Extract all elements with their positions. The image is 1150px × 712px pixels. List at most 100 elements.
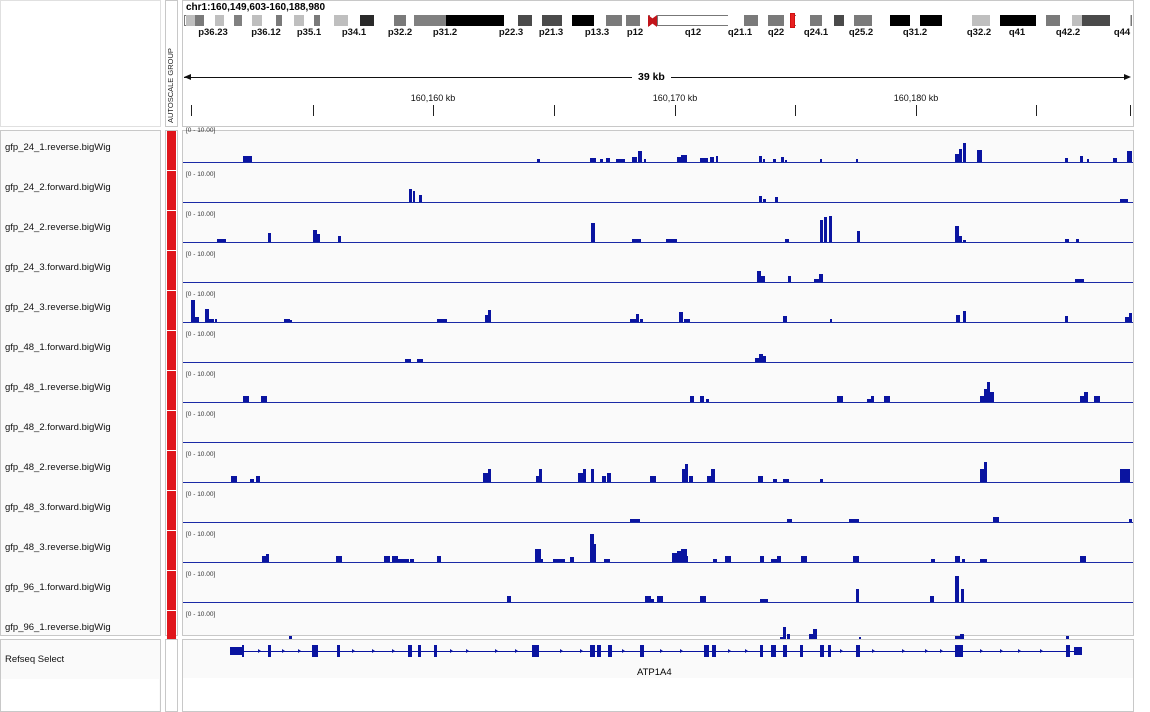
track-name-label[interactable]: gfp_48_2.reverse.bigWig bbox=[5, 462, 111, 473]
track-baseline bbox=[183, 322, 1133, 323]
autoscale-attribute-cell[interactable] bbox=[167, 211, 176, 250]
signal-track[interactable]: [0 - 10.00] bbox=[183, 250, 1133, 290]
track-name-label[interactable]: gfp_24_2.reverse.bigWig bbox=[5, 222, 111, 233]
signal-track[interactable]: [0 - 10.00] bbox=[183, 410, 1133, 450]
signal-bar bbox=[419, 195, 422, 202]
track-data-panel bbox=[182, 130, 1134, 636]
signal-bar bbox=[783, 627, 786, 642]
signal-bar bbox=[1080, 396, 1086, 402]
signal-bar bbox=[685, 464, 688, 482]
signal-track[interactable]: [0 - 10.00] bbox=[183, 330, 1133, 370]
signal-track[interactable]: [0 - 10.00] bbox=[183, 210, 1133, 250]
signal-bar bbox=[1120, 469, 1130, 482]
autoscale-attribute-cell[interactable] bbox=[167, 251, 176, 290]
signal-bar bbox=[535, 549, 541, 562]
strand-arrow-icon bbox=[258, 649, 261, 653]
cytoband-label: p35.1 bbox=[296, 27, 322, 38]
signal-bar bbox=[824, 217, 827, 242]
signal-bar bbox=[591, 223, 595, 242]
current-region-marker[interactable] bbox=[790, 13, 795, 28]
signal-track[interactable]: [0 - 10.00] bbox=[183, 127, 1133, 170]
chromosome-ideogram[interactable]: p36.23 p36.12 p35.1 p34.1 p32.2 p31.2 p22.3 p21… bbox=[0, 0, 1150, 40]
autoscale-attribute-cell[interactable] bbox=[167, 131, 176, 170]
autoscale-attribute-cell[interactable] bbox=[167, 531, 176, 570]
autoscale-attribute-cell[interactable] bbox=[167, 171, 176, 210]
signal-bar bbox=[781, 157, 784, 162]
signal-track[interactable]: [0 - 10.00] bbox=[183, 170, 1133, 210]
cytoband-label: p22.3 bbox=[498, 27, 524, 38]
signal-track[interactable]: [0 - 10.00] bbox=[183, 370, 1133, 410]
track-name-label[interactable]: gfp_96_1.reverse.bigWig bbox=[5, 622, 111, 633]
autoscale-attribute-cell[interactable] bbox=[167, 571, 176, 610]
track-name-label[interactable]: gfp_48_1.reverse.bigWig bbox=[5, 382, 111, 393]
gene-model[interactable] bbox=[0, 639, 1150, 669]
refseq-track-label[interactable]: Refseq Select bbox=[5, 654, 65, 665]
data-range-label: [0 - 10.00] bbox=[186, 251, 216, 258]
signal-track[interactable]: [0 - 10.00] bbox=[183, 490, 1133, 530]
track-name-label[interactable]: gfp_24_3.forward.bigWig bbox=[5, 262, 111, 273]
autoscale-attribute-cell[interactable] bbox=[167, 411, 176, 450]
autoscale-attribute-cell[interactable] bbox=[167, 291, 176, 330]
track-name-panel bbox=[0, 130, 161, 636]
signal-bar bbox=[856, 159, 858, 162]
gene-exon bbox=[640, 645, 644, 657]
track-name-label[interactable]: gfp_24_3.reverse.bigWig bbox=[5, 302, 111, 313]
signal-bar bbox=[960, 634, 964, 642]
signal-bar bbox=[243, 156, 252, 162]
autoscale-attribute-cell[interactable] bbox=[167, 451, 176, 490]
signal-bar bbox=[820, 159, 822, 162]
track-baseline bbox=[183, 562, 1133, 563]
signal-bar bbox=[593, 544, 596, 562]
gene-exon bbox=[418, 645, 421, 657]
signal-bar bbox=[867, 399, 873, 402]
signal-bar bbox=[871, 396, 874, 402]
signal-bar bbox=[409, 189, 412, 202]
signal-bar bbox=[987, 382, 990, 402]
track-name-label[interactable]: gfp_24_2.forward.bigWig bbox=[5, 182, 111, 193]
strand-arrow-icon bbox=[495, 649, 498, 653]
autoscale-attribute-cell[interactable] bbox=[167, 331, 176, 370]
signal-bar bbox=[590, 534, 594, 562]
signal-bar bbox=[773, 479, 777, 482]
signal-bar bbox=[632, 239, 641, 242]
cytoband bbox=[796, 15, 811, 26]
arrow-right-icon bbox=[1124, 74, 1131, 80]
signal-bar bbox=[266, 554, 269, 562]
track-name-label[interactable]: gfp_24_1.reverse.bigWig bbox=[5, 142, 111, 153]
track-baseline bbox=[183, 522, 1133, 523]
signal-bar bbox=[785, 239, 789, 242]
signal-track[interactable]: [0 - 10.00] bbox=[183, 530, 1133, 570]
track-name-label[interactable]: gfp_96_1.forward.bigWig bbox=[5, 582, 111, 593]
track-name-label[interactable]: gfp_48_2.forward.bigWig bbox=[5, 422, 111, 433]
signal-bar bbox=[313, 230, 317, 242]
track-name-label[interactable]: gfp_48_3.forward.bigWig bbox=[5, 502, 111, 513]
cytoband bbox=[542, 15, 562, 26]
signal-track[interactable]: [0 - 10.00] bbox=[183, 290, 1133, 330]
autoscale-attribute-cell[interactable] bbox=[167, 371, 176, 410]
signal-bar bbox=[561, 559, 565, 562]
gene-exon bbox=[771, 645, 776, 657]
gene-exon bbox=[597, 645, 601, 657]
autoscale-attribute-cell[interactable] bbox=[167, 611, 176, 650]
signal-bar bbox=[261, 396, 267, 402]
track-name-label[interactable]: gfp_48_1.forward.bigWig bbox=[5, 342, 111, 353]
track-name-label[interactable]: gfp_48_3.reverse.bigWig bbox=[5, 542, 111, 553]
signal-track[interactable]: [0 - 10.00] bbox=[183, 450, 1133, 490]
signal-bar bbox=[191, 300, 195, 322]
signal-bar bbox=[785, 160, 787, 162]
data-range-label: [0 - 10.00] bbox=[186, 371, 216, 378]
span-label: 39 kb bbox=[632, 71, 671, 83]
signal-track[interactable]: [0 - 10.00] bbox=[183, 570, 1133, 610]
autoscale-attribute-header[interactable]: AUTOSCALE GROUP bbox=[165, 0, 178, 127]
signal-bar bbox=[757, 271, 761, 282]
cytoband bbox=[394, 15, 406, 26]
signal-bar bbox=[959, 149, 962, 162]
cytoband-label: p32.2 bbox=[387, 27, 413, 38]
autoscale-attribute-cell[interactable] bbox=[167, 491, 176, 530]
ruler[interactable]: 39 kb bbox=[182, 60, 1134, 120]
strand-arrow-icon bbox=[728, 649, 731, 653]
signal-bar bbox=[829, 216, 832, 242]
cytoband bbox=[215, 15, 224, 26]
data-range-label: [0 - 10.00] bbox=[186, 331, 216, 338]
signal-bar bbox=[820, 220, 823, 242]
